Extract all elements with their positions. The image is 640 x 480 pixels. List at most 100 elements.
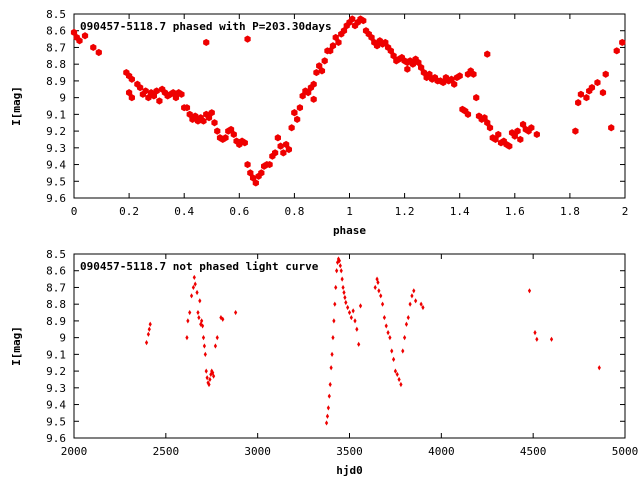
data-point bbox=[197, 314, 201, 321]
data-point bbox=[353, 318, 357, 324]
data-point bbox=[349, 314, 353, 321]
data-point bbox=[186, 110, 193, 118]
data-point bbox=[426, 70, 433, 78]
data-point bbox=[185, 335, 189, 341]
data-point bbox=[198, 298, 202, 304]
data-point bbox=[404, 65, 411, 73]
data-point bbox=[339, 268, 343, 274]
x-tick-label: 3500 bbox=[336, 445, 363, 458]
data-point bbox=[333, 301, 337, 307]
data-point bbox=[608, 124, 615, 132]
y-tick-label: 9 bbox=[59, 92, 66, 105]
data-point bbox=[473, 94, 480, 102]
data-point bbox=[128, 75, 135, 83]
data-point bbox=[390, 52, 397, 60]
data-point bbox=[200, 117, 207, 125]
data-point bbox=[252, 179, 259, 187]
y-tick-label: 9.6 bbox=[46, 192, 66, 205]
data-point bbox=[230, 130, 237, 139]
data-point bbox=[335, 38, 342, 47]
data-point bbox=[377, 288, 381, 294]
x-tick-label: 0 bbox=[71, 205, 78, 218]
data-point bbox=[81, 32, 89, 40]
data-point bbox=[189, 293, 194, 299]
data-point bbox=[533, 130, 540, 139]
y-tick-label: 8.9 bbox=[46, 315, 66, 328]
data-point bbox=[215, 335, 219, 341]
data-point bbox=[391, 356, 396, 362]
data-point bbox=[388, 335, 392, 341]
data-point bbox=[147, 326, 151, 332]
data-point bbox=[349, 15, 356, 23]
unphased-x-axis-label: hjd0 bbox=[336, 464, 363, 477]
data-point bbox=[76, 37, 83, 45]
data-point bbox=[572, 127, 579, 135]
unphased-y-axis-label: I[mag] bbox=[10, 326, 23, 366]
data-point bbox=[90, 43, 97, 52]
data-point bbox=[191, 284, 195, 291]
data-point bbox=[329, 42, 337, 50]
data-point bbox=[448, 75, 455, 83]
data-point bbox=[575, 99, 582, 107]
x-tick-label: 0.8 bbox=[284, 205, 304, 218]
data-point bbox=[373, 284, 377, 291]
data-point bbox=[588, 84, 596, 92]
data-point bbox=[213, 343, 218, 349]
data-point bbox=[619, 38, 626, 47]
data-point bbox=[342, 289, 346, 296]
data-point bbox=[204, 368, 208, 374]
data-point bbox=[397, 376, 401, 383]
data-point bbox=[395, 371, 399, 378]
data-point bbox=[241, 139, 248, 147]
y-tick-label: 8.7 bbox=[46, 281, 66, 294]
data-point bbox=[318, 67, 326, 75]
data-point bbox=[528, 124, 535, 132]
x-tick-label: 1.2 bbox=[395, 205, 415, 218]
data-point bbox=[583, 94, 590, 102]
data-point bbox=[294, 115, 301, 123]
x-tick-label: 5000 bbox=[612, 445, 639, 458]
data-point bbox=[196, 309, 200, 316]
data-point bbox=[209, 371, 213, 378]
x-tick-label: 0.6 bbox=[229, 205, 249, 218]
x-tick-label: 1.4 bbox=[450, 205, 470, 218]
data-point bbox=[199, 321, 203, 327]
x-tick-label: 2500 bbox=[153, 445, 180, 458]
y-tick-label: 9.5 bbox=[46, 175, 66, 188]
data-point bbox=[148, 321, 152, 327]
data-point bbox=[305, 89, 312, 97]
y-tick-label: 8.8 bbox=[46, 298, 66, 311]
data-point bbox=[613, 47, 620, 55]
data-point bbox=[144, 340, 149, 346]
data-point bbox=[373, 42, 381, 50]
y-tick-label: 9.4 bbox=[46, 399, 66, 412]
data-point bbox=[234, 309, 238, 316]
phased-y-axis-label: I[mag] bbox=[10, 86, 23, 126]
data-point bbox=[376, 279, 380, 286]
data-point bbox=[299, 92, 306, 100]
data-point bbox=[221, 316, 225, 322]
x-tick-label: 1.6 bbox=[505, 205, 525, 218]
y-tick-label: 9.2 bbox=[46, 365, 66, 378]
data-point bbox=[387, 47, 394, 55]
data-point bbox=[172, 94, 180, 102]
data-point bbox=[326, 405, 330, 411]
data-point bbox=[415, 58, 422, 67]
data-point bbox=[464, 70, 472, 78]
data-point bbox=[183, 104, 191, 112]
data-point bbox=[244, 160, 251, 169]
data-point bbox=[511, 132, 518, 140]
data-point bbox=[360, 17, 367, 25]
data-point bbox=[205, 375, 209, 381]
data-point bbox=[325, 413, 330, 419]
data-point bbox=[330, 351, 334, 357]
data-point bbox=[193, 281, 197, 287]
data-point bbox=[266, 160, 273, 169]
data-point bbox=[186, 318, 190, 324]
data-point bbox=[296, 104, 304, 112]
data-point bbox=[219, 314, 223, 321]
data-point bbox=[142, 87, 149, 95]
data-point bbox=[527, 288, 532, 294]
data-point bbox=[328, 381, 332, 388]
